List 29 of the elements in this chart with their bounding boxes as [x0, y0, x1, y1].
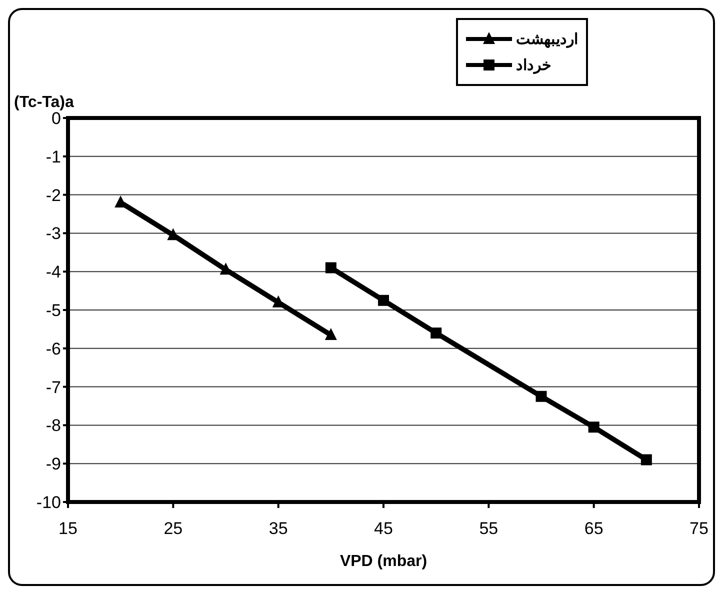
y-tick-label: -4 — [46, 262, 61, 282]
y-tick-label: -9 — [46, 454, 61, 474]
x-tick-label: 45 — [374, 519, 393, 538]
y-tick-label: -7 — [46, 378, 61, 397]
point — [640, 454, 652, 466]
y-tick-label: -2 — [46, 186, 61, 205]
x-tick-label: 75 — [690, 519, 708, 538]
x-tick-label: 25 — [164, 519, 183, 538]
x-tick-label: 15 — [58, 519, 78, 538]
y-tick-label: 0 — [52, 109, 61, 128]
x-axis-title: VPD (mbar) — [340, 553, 428, 570]
y-tick-label: -6 — [46, 339, 61, 358]
legend-label: خرداد — [516, 56, 551, 74]
point — [378, 294, 389, 306]
point — [324, 328, 337, 340]
point — [588, 422, 600, 433]
y-axis-title: (Tc-Ta)a — [14, 94, 74, 112]
point — [325, 262, 336, 274]
y-tick-label: -8 — [46, 416, 61, 436]
y-tick-label: -3 — [46, 224, 61, 244]
y-tick-label: -5 — [46, 301, 61, 320]
legend-label: اردیبهشت — [516, 30, 578, 48]
x-tick-label: 55 — [479, 519, 498, 538]
y-tick-label: -1 — [46, 147, 61, 166]
point — [430, 328, 442, 339]
x-tick-label: 65 — [584, 519, 604, 538]
x-tick-label: 35 — [268, 519, 288, 538]
y-tick-label: -10 — [36, 493, 61, 512]
point — [536, 390, 547, 402]
